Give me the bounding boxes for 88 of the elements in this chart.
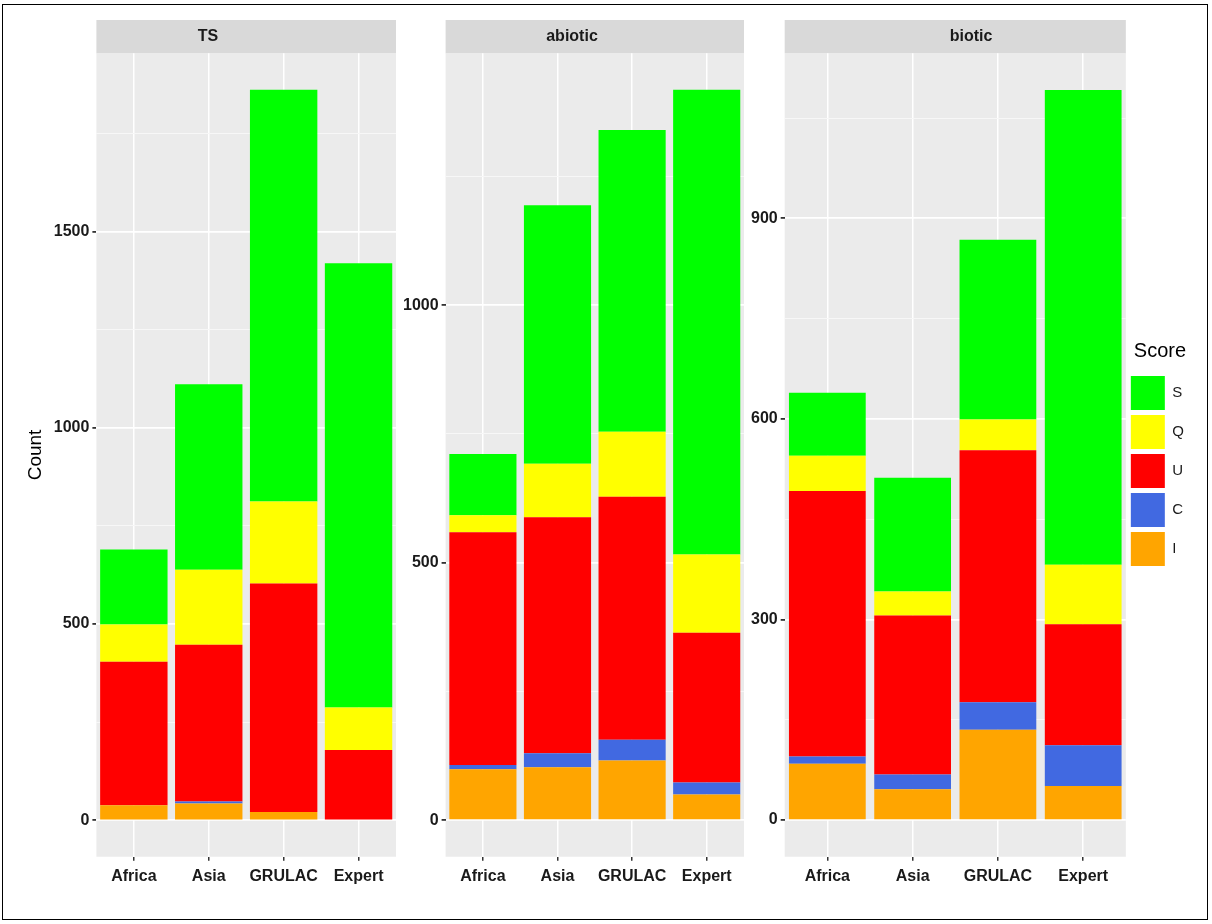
bar: [874, 477, 951, 592]
chart-title: biotic: [949, 27, 993, 45]
bar: [249, 812, 318, 820]
bar: [788, 756, 866, 764]
y-tick-label: 500: [62, 614, 90, 632]
x-tick-label: Expert: [1058, 866, 1109, 884]
bar: [249, 89, 318, 502]
bar: [673, 89, 741, 555]
bar: [598, 431, 666, 497]
bar: [175, 644, 243, 802]
bar: [523, 767, 592, 820]
y-tick-label: 1500: [53, 221, 90, 239]
y-tick-label: 300: [750, 609, 778, 627]
chart-title: abiotic: [546, 27, 598, 45]
bar: [959, 450, 1037, 703]
legend-label: U: [1172, 461, 1184, 479]
y-tick-label: 0: [80, 810, 90, 828]
bar: [959, 729, 1037, 820]
legend-label: C: [1172, 500, 1184, 518]
bar: [1044, 745, 1122, 786]
bar: [523, 753, 592, 768]
bar: [598, 739, 666, 761]
bar: [598, 496, 666, 740]
bar: [874, 774, 951, 790]
x-tick-label: Expert: [333, 866, 385, 884]
bar: [100, 549, 168, 625]
bar: [449, 765, 517, 770]
bar: [959, 239, 1037, 420]
bar: [449, 515, 517, 533]
bar: [175, 569, 243, 645]
bar: [249, 583, 318, 813]
bar: [788, 491, 866, 757]
bar: [449, 769, 517, 820]
bar: [788, 455, 866, 492]
bar: [788, 763, 866, 820]
bar: [1044, 785, 1122, 820]
y-axis-title: Count: [23, 428, 45, 481]
x-tick-label: Asia: [191, 866, 226, 884]
x-tick-label: Asia: [895, 866, 930, 884]
legend-title: Score: [1133, 338, 1187, 361]
x-tick-label: Asia: [540, 866, 575, 884]
y-tick-label: 0: [429, 810, 439, 828]
y-tick-label: 1000: [53, 418, 90, 436]
bar: [175, 803, 243, 820]
bar: [449, 532, 517, 766]
x-tick-label: Expert: [681, 866, 733, 884]
y-tick-label: 600: [750, 409, 778, 427]
bar: [874, 591, 951, 616]
bar: [523, 463, 592, 518]
bar: [959, 702, 1037, 730]
bar: [1044, 89, 1122, 565]
bar: [1044, 624, 1122, 746]
y-tick-label: 0: [768, 810, 778, 828]
bar: [673, 794, 741, 820]
bar: [673, 554, 741, 633]
bar: [100, 624, 168, 662]
x-tick-label: Africa: [460, 866, 506, 884]
bar: [1044, 564, 1122, 625]
bar: [523, 517, 592, 754]
y-tick-label: 900: [750, 208, 778, 226]
bar: [324, 750, 393, 820]
bar: [874, 789, 951, 820]
bar: [100, 661, 168, 806]
bar: [175, 384, 243, 570]
x-tick-label: Africa: [111, 866, 157, 884]
x-tick-label: GRULAC: [963, 866, 1033, 884]
bar: [249, 501, 318, 584]
bar: [959, 419, 1037, 451]
bar: [673, 632, 741, 783]
legend-label: Q: [1172, 422, 1184, 440]
bar: [324, 263, 393, 708]
y-tick-label: 1000: [403, 295, 439, 313]
bar: [673, 782, 741, 795]
bar: [100, 805, 168, 820]
bar: [449, 453, 517, 516]
legend-label: S: [1172, 383, 1183, 401]
bar: [523, 205, 592, 464]
legend-label: I: [1172, 539, 1177, 557]
bar: [598, 760, 666, 820]
bar: [788, 392, 866, 456]
x-tick-label: GRULAC: [249, 866, 319, 884]
bar: [874, 615, 951, 775]
bar: [598, 129, 666, 432]
chart-title: TS: [197, 27, 219, 45]
x-tick-label: Africa: [804, 866, 851, 884]
bar: [324, 707, 393, 751]
y-tick-label: 500: [411, 553, 439, 571]
x-tick-label: GRULAC: [597, 866, 667, 884]
